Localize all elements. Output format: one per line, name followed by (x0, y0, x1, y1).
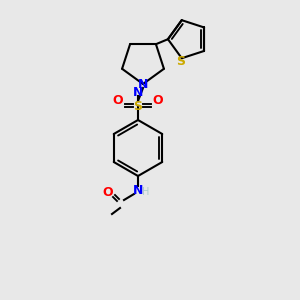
Text: H: H (142, 187, 150, 197)
Text: N: N (133, 85, 143, 98)
Text: O: O (113, 94, 123, 107)
Text: O: O (103, 185, 113, 199)
Text: N: N (138, 77, 148, 91)
Text: O: O (153, 94, 163, 107)
Text: N: N (133, 184, 143, 196)
Text: S: S (134, 100, 142, 112)
Text: S: S (176, 55, 185, 68)
